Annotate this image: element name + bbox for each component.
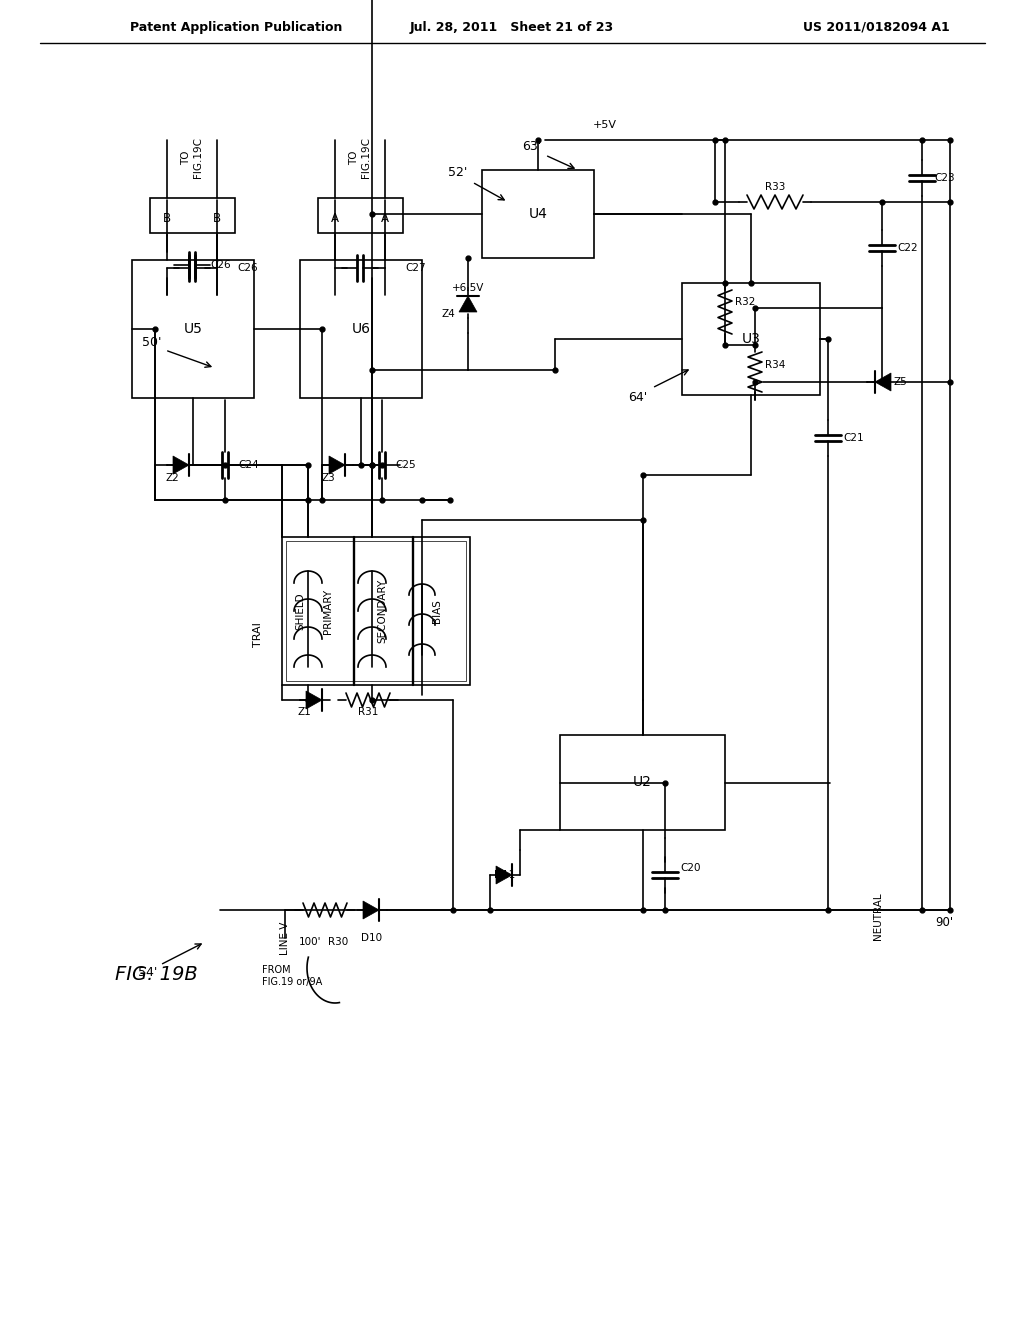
Text: 54': 54' xyxy=(138,966,158,979)
Text: C25: C25 xyxy=(395,459,416,470)
Text: SHIELD: SHIELD xyxy=(295,593,305,630)
Text: Z3: Z3 xyxy=(322,473,336,483)
Polygon shape xyxy=(874,374,891,391)
Text: PRIMARY: PRIMARY xyxy=(323,589,333,634)
Text: A: A xyxy=(381,211,389,224)
Text: C20: C20 xyxy=(680,863,700,873)
Text: C27: C27 xyxy=(406,263,426,273)
Bar xyxy=(282,537,470,685)
Text: US 2011/0182094 A1: US 2011/0182094 A1 xyxy=(803,21,950,33)
Text: C26: C26 xyxy=(210,260,230,271)
Polygon shape xyxy=(173,455,189,474)
Text: C26: C26 xyxy=(237,263,258,273)
Text: B: B xyxy=(163,211,171,224)
Bar xyxy=(150,198,234,234)
Bar xyxy=(318,198,403,234)
Text: Z1: Z1 xyxy=(298,708,311,717)
Text: U3: U3 xyxy=(741,333,761,346)
Text: A: A xyxy=(331,211,339,224)
Text: 90': 90' xyxy=(935,916,953,928)
Polygon shape xyxy=(496,866,512,884)
Text: R30: R30 xyxy=(328,937,348,946)
Text: Jul. 28, 2011   Sheet 21 of 23: Jul. 28, 2011 Sheet 21 of 23 xyxy=(410,21,614,33)
Text: D10: D10 xyxy=(361,933,383,942)
Text: SECONDARY: SECONDARY xyxy=(377,579,387,643)
Text: +5V: +5V xyxy=(593,120,617,129)
Text: Z5: Z5 xyxy=(894,378,907,387)
Text: +6.5V: +6.5V xyxy=(452,282,484,293)
Text: FROM
FIG.19 or/9A: FROM FIG.19 or/9A xyxy=(262,965,323,986)
Polygon shape xyxy=(459,296,477,312)
Text: R33: R33 xyxy=(765,182,785,191)
Text: Z2: Z2 xyxy=(165,473,179,483)
Bar xyxy=(560,735,725,830)
Text: U2: U2 xyxy=(633,776,652,789)
Text: C22: C22 xyxy=(897,243,918,253)
Text: TO
FIG.19C: TO FIG.19C xyxy=(349,137,371,178)
Text: 63': 63' xyxy=(522,140,542,153)
Polygon shape xyxy=(329,455,345,474)
Text: TO
FIG.19C: TO FIG.19C xyxy=(181,137,203,178)
Polygon shape xyxy=(306,690,322,709)
Text: R31: R31 xyxy=(357,708,378,717)
Text: 100': 100' xyxy=(299,937,322,946)
Text: Patent Application Publication: Patent Application Publication xyxy=(130,21,342,33)
Text: 52': 52' xyxy=(449,165,468,178)
Text: U5: U5 xyxy=(183,322,203,337)
Text: U4: U4 xyxy=(528,207,548,220)
Text: NEUTRAL: NEUTRAL xyxy=(873,892,883,940)
Bar xyxy=(682,282,820,395)
Text: BIAS: BIAS xyxy=(432,599,442,623)
Bar xyxy=(482,170,594,257)
Bar xyxy=(286,541,466,681)
Text: B: B xyxy=(213,211,221,224)
Polygon shape xyxy=(362,902,379,919)
Bar xyxy=(300,260,422,399)
Text: C23: C23 xyxy=(934,173,954,183)
Text: U6: U6 xyxy=(351,322,371,337)
Text: R32: R32 xyxy=(735,297,756,308)
Text: TRAI: TRAI xyxy=(253,623,263,647)
Text: Z4: Z4 xyxy=(441,309,455,319)
Text: D11: D11 xyxy=(495,870,516,880)
Text: 50': 50' xyxy=(142,335,162,348)
Text: R34: R34 xyxy=(765,360,785,370)
Text: LINE V: LINE V xyxy=(280,921,290,954)
Text: C21: C21 xyxy=(843,433,863,444)
Bar xyxy=(132,260,254,399)
Text: 64': 64' xyxy=(629,392,647,404)
Text: FIG. 19B: FIG. 19B xyxy=(115,965,198,985)
Text: C24: C24 xyxy=(238,459,259,470)
